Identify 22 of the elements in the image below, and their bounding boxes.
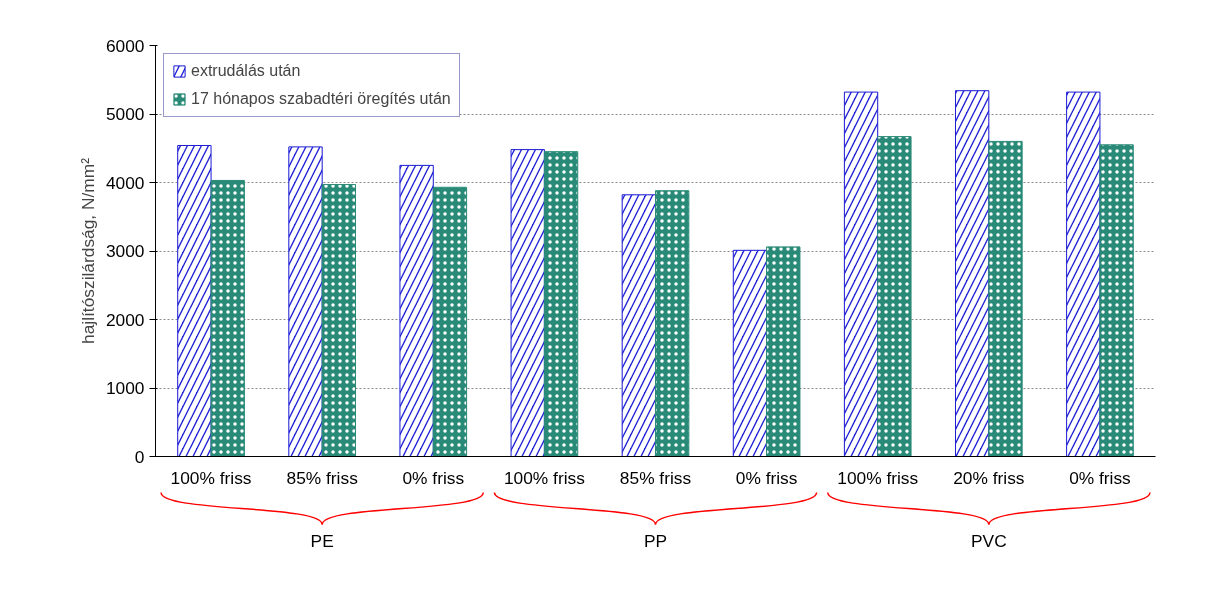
- y-tick-label: 5000: [105, 104, 145, 124]
- y-tick-label: 1000: [105, 378, 145, 398]
- x-tick-label: 100% friss: [503, 467, 586, 488]
- x-tick-label: 0% friss: [1069, 467, 1132, 488]
- y-tick-label: 6000: [105, 35, 145, 56]
- y-tick-label: 0: [134, 446, 145, 467]
- text: PP: [643, 530, 668, 551]
- x-tick-label: 0% friss: [735, 467, 798, 488]
- x-tick-label: 85% friss: [619, 467, 692, 488]
- x-tick-label: 100% friss: [837, 467, 919, 488]
- x-tick-label: 0% friss: [402, 467, 465, 488]
- y-axis-title: hajlítószilárdság, N/mm²: [77, 157, 98, 344]
- text: PVC: [971, 530, 1007, 551]
- y-tick-label: 2000: [105, 309, 145, 330]
- x-tick-label: 100% friss: [170, 467, 252, 488]
- y-tick-label: 4000: [105, 172, 145, 193]
- x-tick-label: 85% friss: [286, 467, 359, 488]
- legend-label: extrudálás után: [191, 62, 301, 80]
- y-tick-label: 3000: [105, 241, 145, 261]
- text: PE: [310, 530, 334, 551]
- legend-label: 17 hónapos szabadtéri öregítés után: [191, 90, 451, 108]
- x-tick-label: 20% friss: [953, 467, 1025, 488]
